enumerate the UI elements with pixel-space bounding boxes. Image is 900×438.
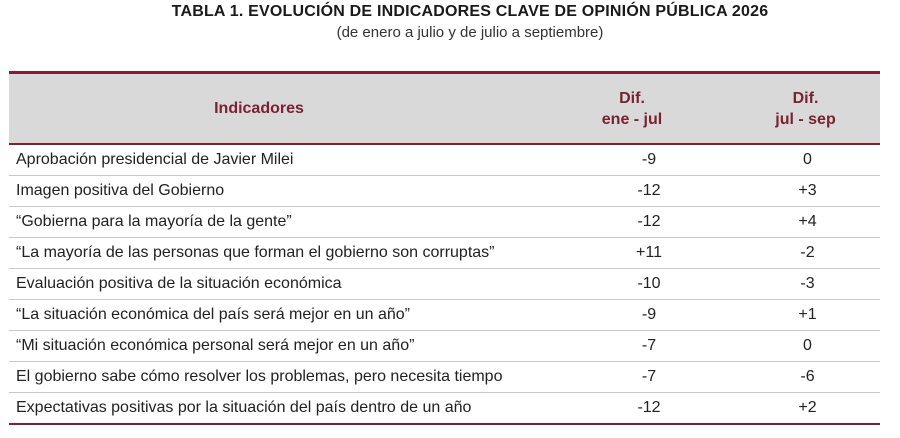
table-row: “Mi situación económica personal será me… <box>9 330 880 362</box>
diff-jul-sep-cell: +3 <box>727 175 880 207</box>
header-diff-ene-jul: Dif. ene - jul <box>509 74 727 145</box>
header-indicators: Indicadores <box>9 74 509 145</box>
table-row: “La situación económica del país será me… <box>9 299 880 331</box>
indicator-cell: “Mi situación económica personal será me… <box>9 330 509 362</box>
diff-ene-jul-cell: -12 <box>509 175 727 207</box>
diff-jul-sep-cell: -2 <box>727 237 880 269</box>
header-indicators-label: Indicadores <box>214 100 304 117</box>
diff-jul-sep-cell: +4 <box>727 206 880 238</box>
header-diff-ene-jul-line2: ene - jul <box>601 110 663 128</box>
table-title: TABLA 1. EVOLUCIÓN DE INDICADORES CLAVE … <box>171 3 769 20</box>
table-subtitle: (de enero a julio y de julio a septiembr… <box>336 24 604 41</box>
indicator-cell: Imagen positiva del Gobierno <box>9 175 509 207</box>
table-row: El gobierno sabe cómo resolver los probl… <box>9 361 880 393</box>
diff-jul-sep-cell: +2 <box>727 392 880 423</box>
diff-jul-sep-cell: -3 <box>727 268 880 300</box>
indicators-table: Indicadores Dif. ene - jul Dif. jul - se… <box>9 74 880 423</box>
diff-ene-jul-cell: -7 <box>509 330 727 362</box>
table-row: Aprobación presidencial de Javier Milei … <box>9 144 880 176</box>
diff-ene-jul-cell: -10 <box>509 268 727 300</box>
opinion-table: Indicadores Dif. ene - jul Dif. jul - se… <box>9 71 880 425</box>
diff-ene-jul-cell: -9 <box>509 299 727 331</box>
diff-jul-sep-cell: -6 <box>727 361 880 393</box>
header-diff-ene-jul-line1: Dif. <box>619 89 645 107</box>
diff-ene-jul-cell: -9 <box>509 144 727 176</box>
table-top-rule <box>9 71 880 74</box>
diff-ene-jul-cell: -7 <box>509 361 727 393</box>
indicator-cell: El gobierno sabe cómo resolver los probl… <box>9 361 509 393</box>
diff-jul-sep-cell: +1 <box>727 299 880 331</box>
table-row: Imagen positiva del Gobierno -12 +3 <box>9 175 880 207</box>
indicator-cell: “La mayoría de las personas que forman e… <box>9 237 509 269</box>
table-row: Evaluación positiva de la situación econ… <box>9 268 880 300</box>
indicator-cell: Aprobación presidencial de Javier Milei <box>9 144 509 176</box>
diff-ene-jul-cell: -12 <box>509 206 727 238</box>
table-row: “La mayoría de las personas que forman e… <box>9 237 880 269</box>
diff-jul-sep-cell: 0 <box>727 144 880 176</box>
diff-jul-sep-cell: 0 <box>727 330 880 362</box>
header-diff-jul-sep-line2: jul - sep <box>775 110 836 128</box>
header-row: Indicadores Dif. ene - jul Dif. jul - se… <box>9 74 880 145</box>
table-row: “Gobierna para la mayoría de la gente” -… <box>9 206 880 238</box>
indicator-cell: Evaluación positiva de la situación econ… <box>9 268 509 300</box>
diff-ene-jul-cell: +11 <box>509 237 727 269</box>
diff-ene-jul-cell: -12 <box>509 392 727 423</box>
table-bottom-rule <box>9 423 880 425</box>
indicator-cell: “La situación económica del país será me… <box>9 299 509 331</box>
table-row: Expectativas positivas por la situación … <box>9 392 880 423</box>
header-diff-jul-sep: Dif. jul - sep <box>727 74 880 145</box>
indicator-cell: Expectativas positivas por la situación … <box>9 392 509 423</box>
indicator-cell: “Gobierna para la mayoría de la gente” <box>9 206 509 238</box>
header-diff-jul-sep-line1: Dif. <box>792 89 819 107</box>
